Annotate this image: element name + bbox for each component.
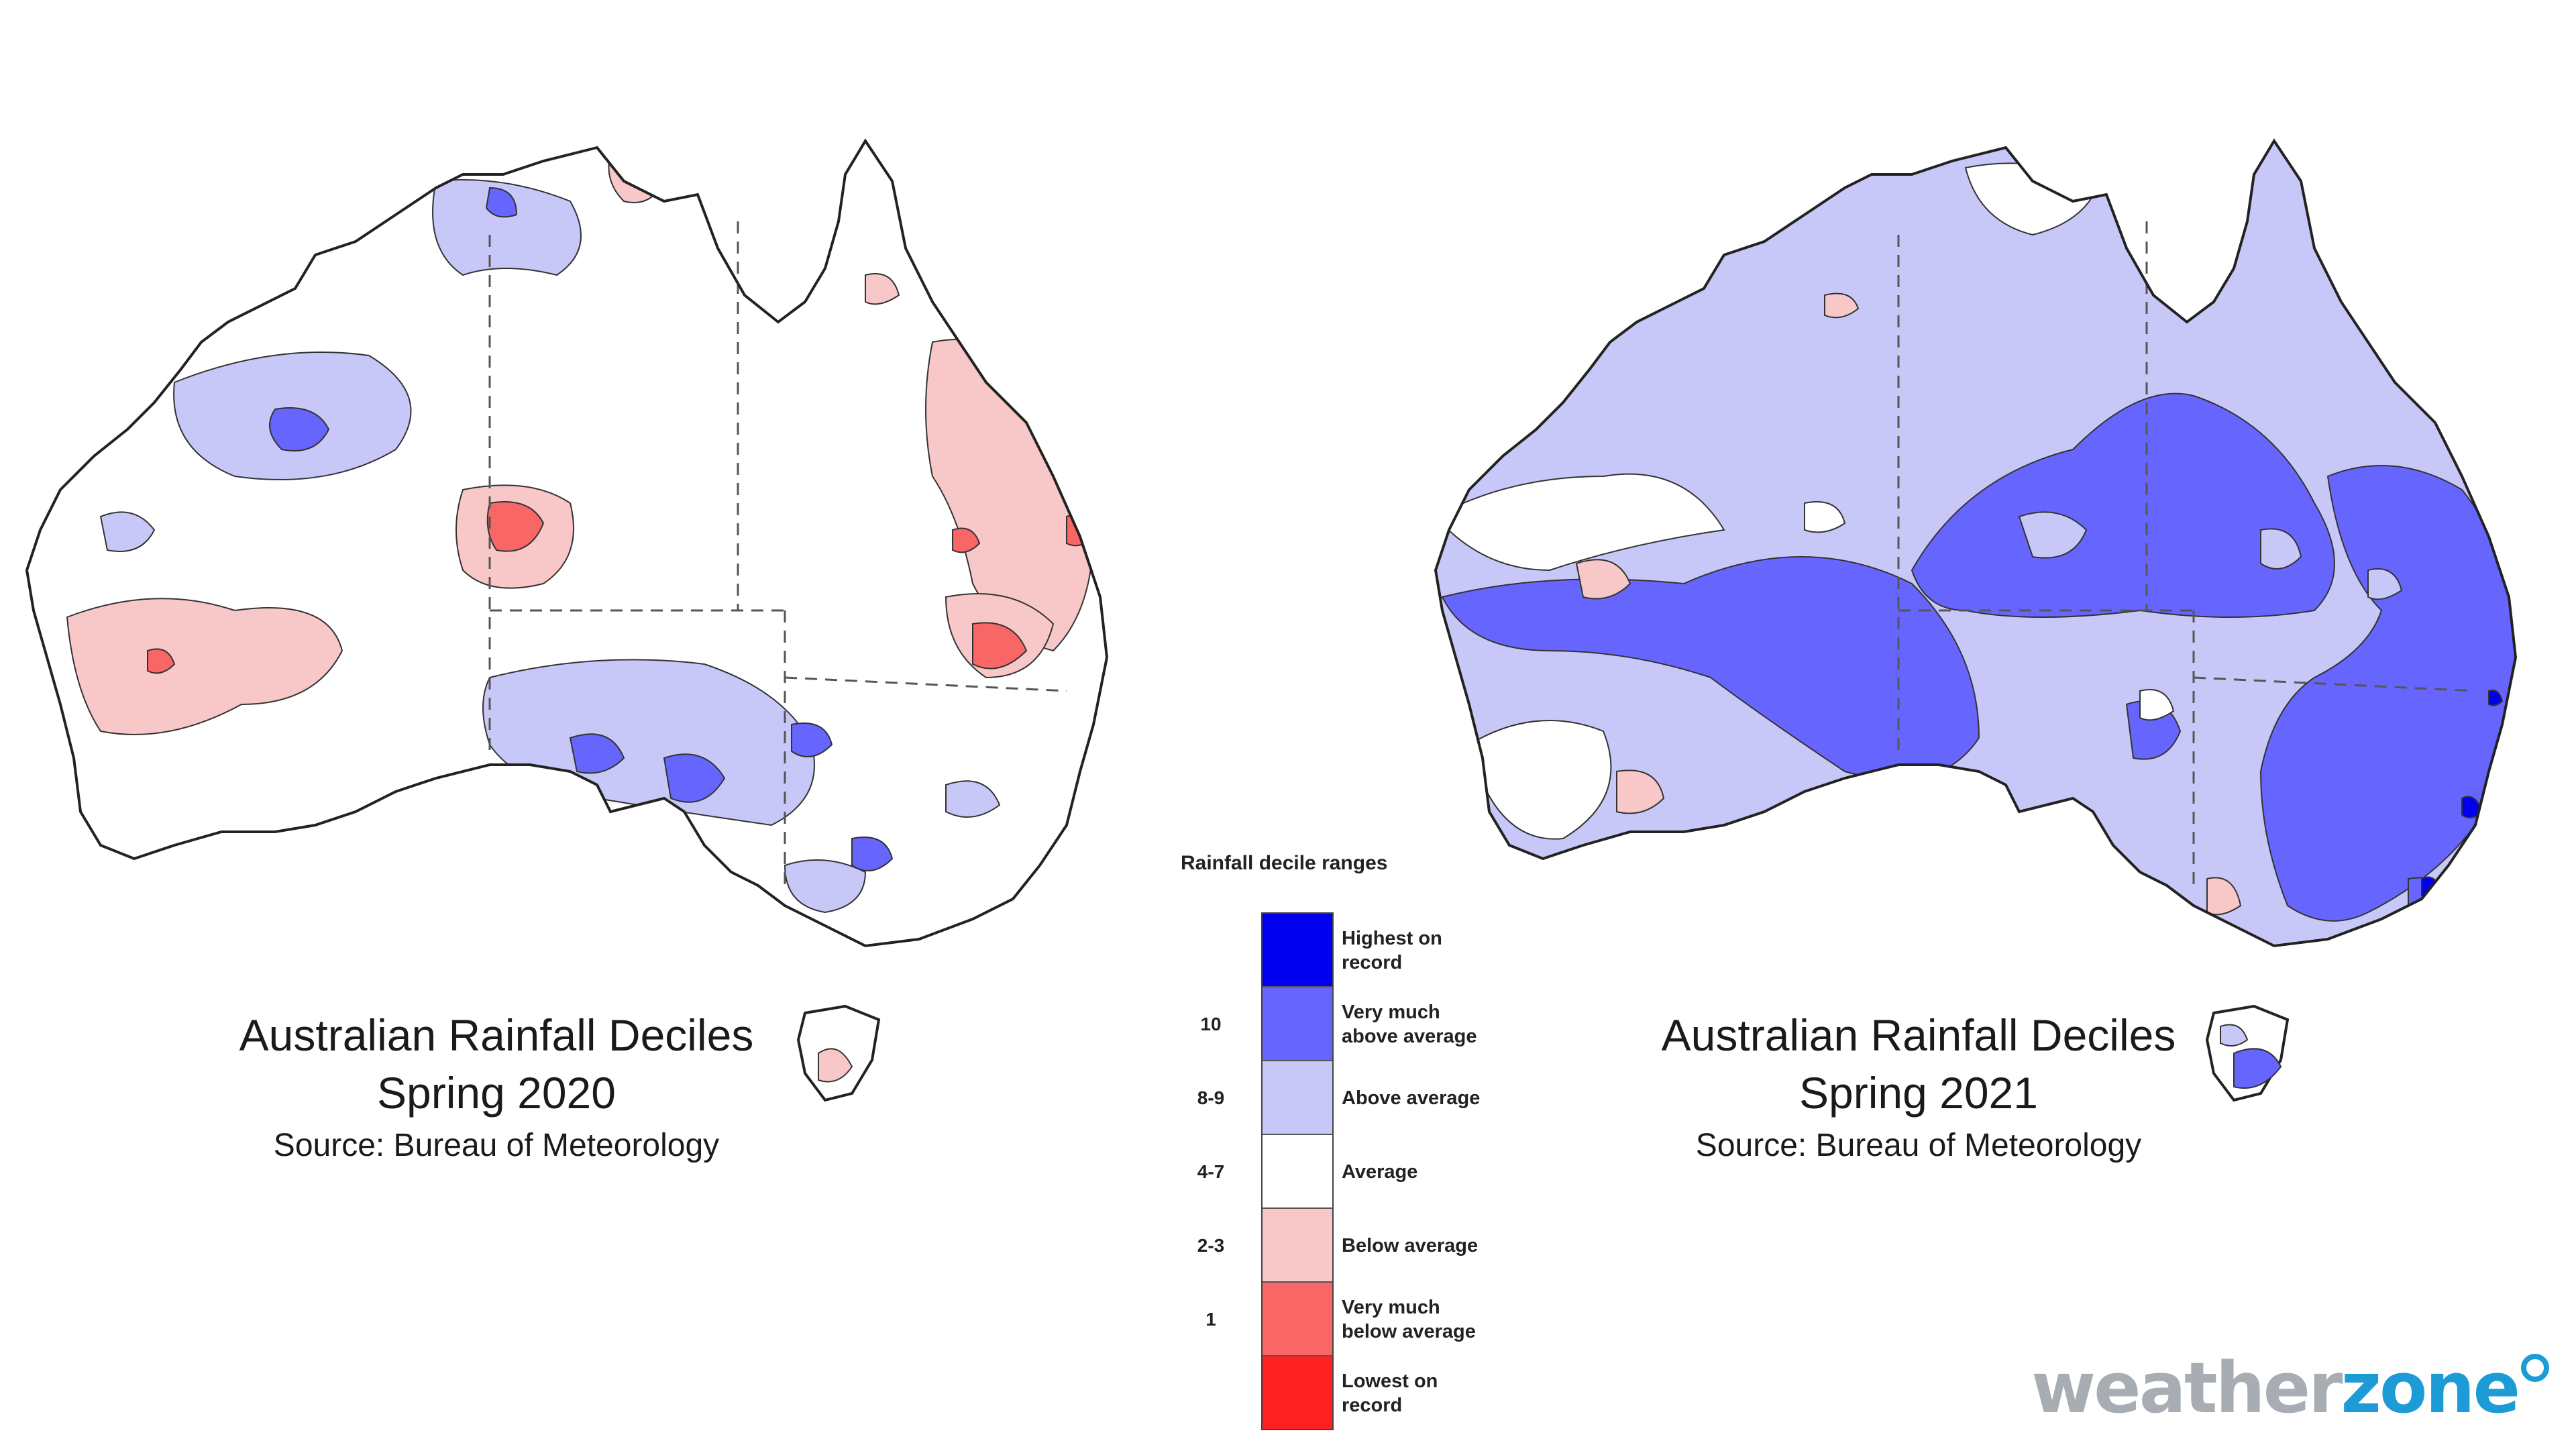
map-subtitle: Spring 2021 [1799, 1068, 2038, 1118]
map-source: Source: Bureau of Meteorology [1695, 1128, 2142, 1163]
legend-label-line: Above average [1342, 1087, 1481, 1109]
legend-label-line: above average [1342, 1026, 1477, 1047]
legend-label-line: record [1342, 952, 1403, 973]
legend-label: Above average [1342, 1086, 1516, 1110]
legend-label-line: Very much [1342, 1297, 1440, 1318]
legend-range: 2-3 [1197, 1235, 1225, 1256]
legend-label-line: Highest on [1342, 928, 1442, 949]
legend-label-line: Below average [1342, 1235, 1479, 1256]
legend-range: 10 [1200, 1014, 1222, 1034]
legend-label-line: below average [1342, 1321, 1476, 1342]
degree-icon [2521, 1354, 2549, 1382]
weatherzone-logo: weatherzone [2031, 1347, 2549, 1429]
legend-label: Very much below average [1342, 1295, 1516, 1344]
legend-swatch [1263, 987, 1332, 1061]
brand-part2: zone [2341, 1347, 2520, 1429]
legend-swatch [1263, 1356, 1332, 1429]
legend-label-line: Average [1342, 1161, 1418, 1183]
legend-label-line: Very much [1342, 1002, 1440, 1023]
map-spring-2020 [20, 101, 1228, 1241]
legend-swatches [1261, 912, 1334, 1430]
caption-2020: Australian Rainfall Deciles Spring 2020 … [127, 1006, 865, 1167]
map-source: Source: Bureau of Meteorology [273, 1128, 720, 1163]
map-spring-2021 [1429, 101, 2576, 1241]
australia-map-2020 [25, 140, 1108, 1102]
legend-swatch [1263, 1135, 1332, 1209]
legend-title: Rainfall decile ranges [1181, 852, 1388, 874]
brand-part1: weather [2031, 1347, 2343, 1429]
legend-swatch [1263, 1061, 1332, 1135]
legend-range: 1 [1205, 1309, 1216, 1330]
legend-label: Below average [1342, 1234, 1516, 1258]
caption-2021: Australian Rainfall Deciles Spring 2021 … [1550, 1006, 2288, 1167]
map-subtitle: Spring 2020 [377, 1068, 616, 1118]
legend-label: Highest on record [1342, 926, 1516, 975]
legend-range: 8-9 [1197, 1087, 1225, 1108]
legend: Rainfall decile ranges Highest on record 1… [1181, 852, 1516, 1442]
legend-label: Lowest on record [1342, 1369, 1516, 1417]
australia-map-2021 [1434, 140, 2517, 1102]
legend-label-line: Lowest on [1342, 1371, 1438, 1392]
legend-range: 4-7 [1197, 1161, 1225, 1182]
map-title: Australian Rainfall Deciles [239, 1010, 754, 1060]
map-title: Australian Rainfall Deciles [1661, 1010, 2176, 1060]
legend-swatch [1263, 1283, 1332, 1356]
legend-swatch [1263, 914, 1332, 987]
legend-label-line: record [1342, 1395, 1403, 1416]
legend-label: Very much above average [1342, 1000, 1516, 1049]
legend-label: Average [1342, 1160, 1516, 1184]
legend-swatch [1263, 1209, 1332, 1283]
